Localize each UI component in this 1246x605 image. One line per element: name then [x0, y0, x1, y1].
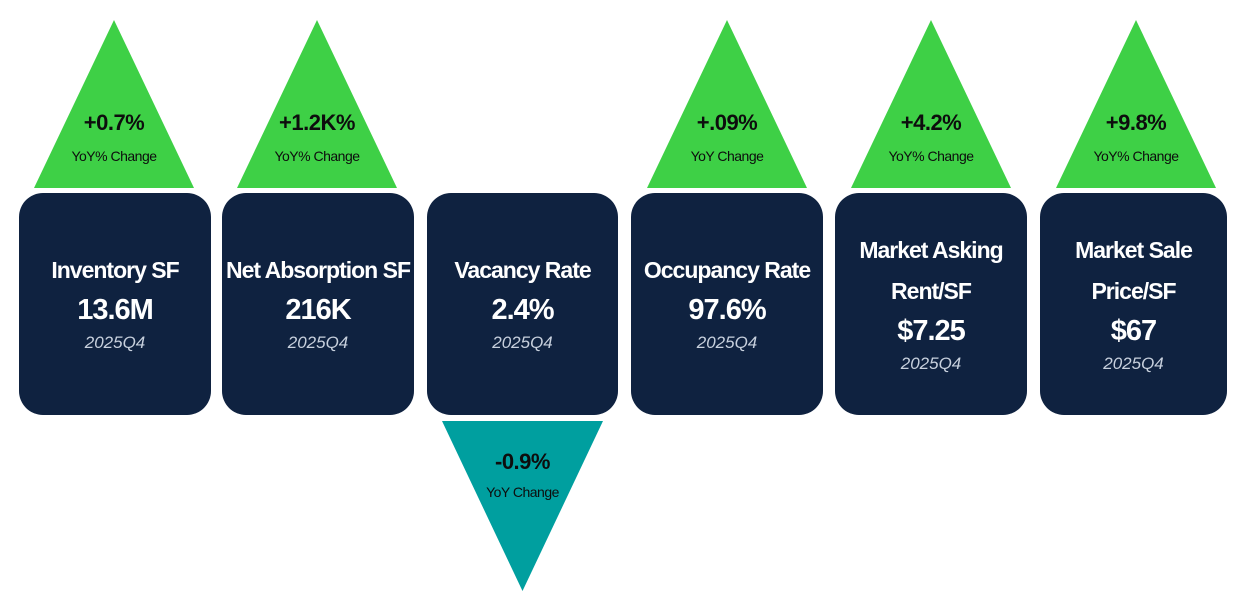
metric-period: 2025Q4 [84, 333, 146, 352]
metric-card-market-sale-price: +9.8% YoY% Change Market Sale Price/SF $… [1040, 0, 1227, 605]
change-label: YoY% Change [71, 148, 157, 164]
metric-card: Vacancy Rate 2.4% 2025Q4 [427, 193, 618, 415]
change-value: +0.7% [83, 110, 145, 135]
change-value: +4.2% [900, 110, 962, 135]
metric-title: Net Absorption SF [225, 257, 411, 283]
metric-card-net-absorption: +1.2K% YoY% Change Net Absorption SF 216… [222, 0, 414, 605]
metric-card: Occupancy Rate 97.6% 2025Q4 [631, 193, 823, 415]
metric-value: 13.6M [77, 294, 154, 326]
change-value: +9.8% [1105, 110, 1167, 135]
triangle-up-icon [647, 20, 807, 188]
metric-period: 2025Q4 [900, 353, 962, 373]
change-label: YoY Change [486, 484, 559, 500]
change-label: YoY% Change [888, 148, 974, 164]
triangle-down-icon [442, 421, 603, 591]
change-up-indicator: +0.7% YoY% Change [34, 20, 194, 188]
change-down-indicator: -0.9% YoY Change [442, 421, 603, 591]
triangle-up-icon [851, 20, 1011, 188]
change-label: YoY% Change [1093, 148, 1179, 164]
metric-value: 216K [285, 294, 351, 326]
triangle-up-icon [1056, 20, 1216, 188]
metric-card: Net Absorption SF 216K 2025Q4 [222, 193, 414, 415]
metric-card: Market Asking Rent/SF $7.25 2025Q4 [835, 193, 1027, 415]
metric-card-inventory: +0.7% YoY% Change Inventory SF 13.6M 202… [19, 0, 211, 605]
metric-title: Market Sale Price/SF [1075, 236, 1193, 304]
metric-value: $7.25 [897, 314, 966, 347]
metric-title: Market Asking Rent/SF [859, 236, 1003, 304]
change-value: -0.9% [495, 449, 550, 474]
change-label: YoY% Change [274, 148, 360, 164]
metric-title: Inventory SF [51, 257, 179, 283]
metric-period: 2025Q4 [287, 333, 349, 352]
change-up-indicator: +.09% YoY Change [647, 20, 807, 188]
metric-title: Occupancy Rate [643, 257, 811, 283]
triangle-up-icon [34, 20, 194, 188]
change-up-indicator: +4.2% YoY% Change [851, 20, 1011, 188]
metric-title: Vacancy Rate [454, 257, 591, 283]
metric-value: 97.6% [688, 294, 766, 326]
metric-period: 2025Q4 [1103, 353, 1164, 373]
metric-card-occupancy-rate: +.09% YoY Change Occupancy Rate 97.6% 20… [631, 0, 823, 605]
change-value: +1.2K% [279, 110, 355, 135]
metric-card: Market Sale Price/SF $67 2025Q4 [1040, 193, 1227, 415]
metric-card: Inventory SF 13.6M 2025Q4 [19, 193, 211, 415]
change-up-indicator: +1.2K% YoY% Change [237, 20, 397, 188]
metric-period: 2025Q4 [696, 333, 758, 352]
metric-period: 2025Q4 [492, 333, 553, 352]
change-label: YoY Change [690, 148, 764, 164]
change-up-indicator: +9.8% YoY% Change [1056, 20, 1216, 188]
change-value: +.09% [696, 110, 758, 135]
metric-value: 2.4% [491, 294, 554, 326]
metric-value: $67 [1110, 314, 1157, 347]
triangle-up-icon [237, 20, 397, 188]
metric-card-vacancy-rate: Vacancy Rate 2.4% 2025Q4 -0.9% YoY Chang… [427, 0, 618, 605]
metric-card-market-asking-rent: +4.2% YoY% Change Market Asking Rent/SF … [835, 0, 1027, 605]
